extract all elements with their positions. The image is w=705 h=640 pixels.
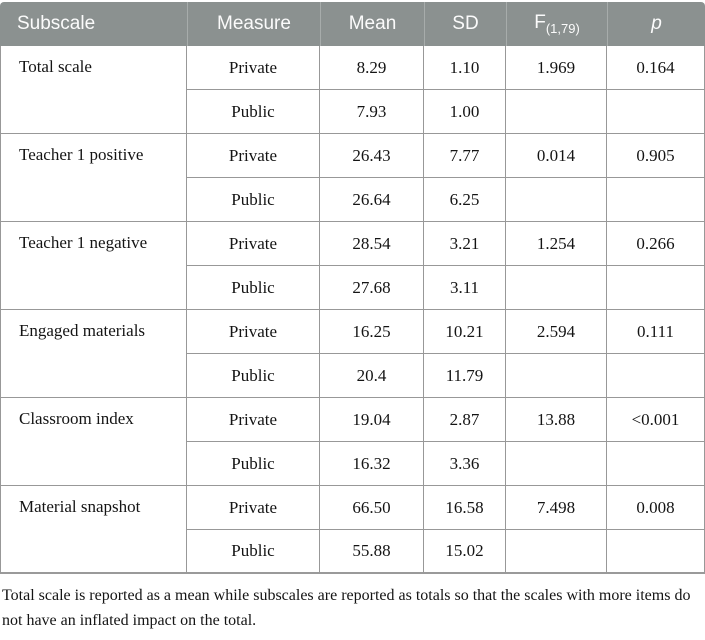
p-value-cell: <0.001 [607, 398, 705, 442]
table-body: Total scale Private 8.29 1.10 1.969 0.164 Publ… [0, 46, 705, 574]
column-header-p-value: p [607, 2, 705, 46]
subscale-cell: Teacher 1 positive [0, 134, 187, 222]
table-row-private: Teacher 1 positive Private 26.43 7.77 0.014 0… [0, 134, 705, 222]
mean-cell-public: 27.68 [320, 266, 424, 310]
p-value-cell-empty [607, 442, 705, 486]
measure-cell-private: Private [187, 486, 320, 530]
f-value-cell: 1.969 [506, 46, 607, 90]
sd-cell-public: 15.02 [424, 530, 506, 574]
mean-cell-public: 16.32 [320, 442, 424, 486]
sd-cell-private: 10.21 [424, 310, 506, 354]
measure-cell-public: Public [187, 354, 320, 398]
column-header-measure: Measure [187, 2, 320, 46]
p-value-cell-empty [607, 266, 705, 310]
f-value-cell: 7.498 [506, 486, 607, 530]
f-value-cell: 0.014 [506, 134, 607, 178]
sd-cell-private: 7.77 [424, 134, 506, 178]
measure-cell-private: Private [187, 398, 320, 442]
measure-cell-public: Public [187, 266, 320, 310]
mean-cell-public: 7.93 [320, 90, 424, 134]
f-statistic-label: F [534, 12, 546, 34]
subscale-cell: Engaged materials [0, 310, 187, 398]
table-row-private: Material snapshot Private 66.50 16.58 7.498 0… [0, 486, 705, 574]
mean-cell-private: 19.04 [320, 398, 424, 442]
column-header-f-statistic: F(1,79) [506, 2, 607, 46]
mean-cell-private: 26.43 [320, 134, 424, 178]
f-value-cell-empty [506, 90, 607, 134]
p-value-cell: 0.008 [607, 486, 705, 530]
mean-cell-public: 26.64 [320, 178, 424, 222]
p-value-cell: 0.111 [607, 310, 705, 354]
sd-cell-public: 6.25 [424, 178, 506, 222]
table-row-private: Teacher 1 negative Private 28.54 3.21 1.254 0… [0, 222, 705, 310]
sd-cell-private: 2.87 [424, 398, 506, 442]
f-value-cell: 13.88 [506, 398, 607, 442]
measure-cell-private: Private [187, 222, 320, 266]
mean-cell-public: 20.4 [320, 354, 424, 398]
subscale-cell: Total scale [0, 46, 187, 134]
f-value-cell-empty [506, 354, 607, 398]
p-value-cell: 0.164 [607, 46, 705, 90]
table-footnote: Total scale is reported as a mean while … [2, 587, 691, 629]
f-value-cell-empty [506, 178, 607, 222]
column-header-sd: SD [424, 2, 506, 46]
table-header: Subscale Measure Mean SD F(1,79) p [0, 2, 705, 46]
mean-cell-private: 28.54 [320, 222, 424, 266]
anova-results-table: Subscale Measure Mean SD F(1,79) p Total… [0, 2, 705, 574]
subscale-cell: Material snapshot [0, 486, 187, 574]
table-row-private: Total scale Private 8.29 1.10 1.969 0.164 [0, 46, 705, 134]
f-value-cell: 2.594 [506, 310, 607, 354]
sd-cell-public: 11.79 [424, 354, 506, 398]
table-row-private: Classroom index Private 19.04 2.87 13.88 <0.0… [0, 398, 705, 486]
measure-cell-private: Private [187, 46, 320, 90]
sd-cell-public: 3.36 [424, 442, 506, 486]
p-value-cell-empty [607, 354, 705, 398]
table-row-public: Public 20.4 11.79 [0, 354, 705, 398]
f-value-cell-empty [506, 266, 607, 310]
measure-cell-private: Private [187, 310, 320, 354]
column-header-mean: Mean [320, 2, 424, 46]
p-value-cell-empty [607, 530, 705, 574]
table-row-private: Engaged materials Private 16.25 10.21 2.594 0… [0, 310, 705, 398]
f-statistic-df-subscript: (1,79) [545, 20, 580, 36]
f-value-cell: 1.254 [506, 222, 607, 266]
measure-cell-public: Public [187, 530, 320, 574]
table-row-public: Public 27.68 3.11 [0, 266, 705, 310]
f-value-cell-empty [506, 442, 607, 486]
p-value-cell: 0.905 [607, 134, 705, 178]
measure-cell-private: Private [187, 134, 320, 178]
p-value-cell: 0.266 [607, 222, 705, 266]
mean-cell-public: 55.88 [320, 530, 424, 574]
subscale-cell: Classroom index [0, 398, 187, 486]
table-row-public: Public 55.88 15.02 [0, 530, 705, 574]
p-value-cell-empty [607, 178, 705, 222]
sd-cell-private: 1.10 [424, 46, 506, 90]
header-row: Subscale Measure Mean SD F(1,79) p [0, 2, 705, 46]
measure-cell-public: Public [187, 442, 320, 486]
mean-cell-private: 66.50 [320, 486, 424, 530]
measure-cell-public: Public [187, 178, 320, 222]
measure-cell-public: Public [187, 90, 320, 134]
mean-cell-private: 16.25 [320, 310, 424, 354]
sd-cell-public: 1.00 [424, 90, 506, 134]
p-value-cell-empty [607, 90, 705, 134]
table-row-public: Public 16.32 3.36 [0, 442, 705, 486]
column-header-subscale: Subscale [0, 2, 187, 46]
table-row-public: Public 26.64 6.25 [0, 178, 705, 222]
sd-cell-public: 3.11 [424, 266, 506, 310]
f-value-cell-empty [506, 530, 607, 574]
sd-cell-private: 16.58 [424, 486, 506, 530]
subscale-cell: Teacher 1 negative [0, 222, 187, 310]
mean-cell-private: 8.29 [320, 46, 424, 90]
sd-cell-private: 3.21 [424, 222, 506, 266]
